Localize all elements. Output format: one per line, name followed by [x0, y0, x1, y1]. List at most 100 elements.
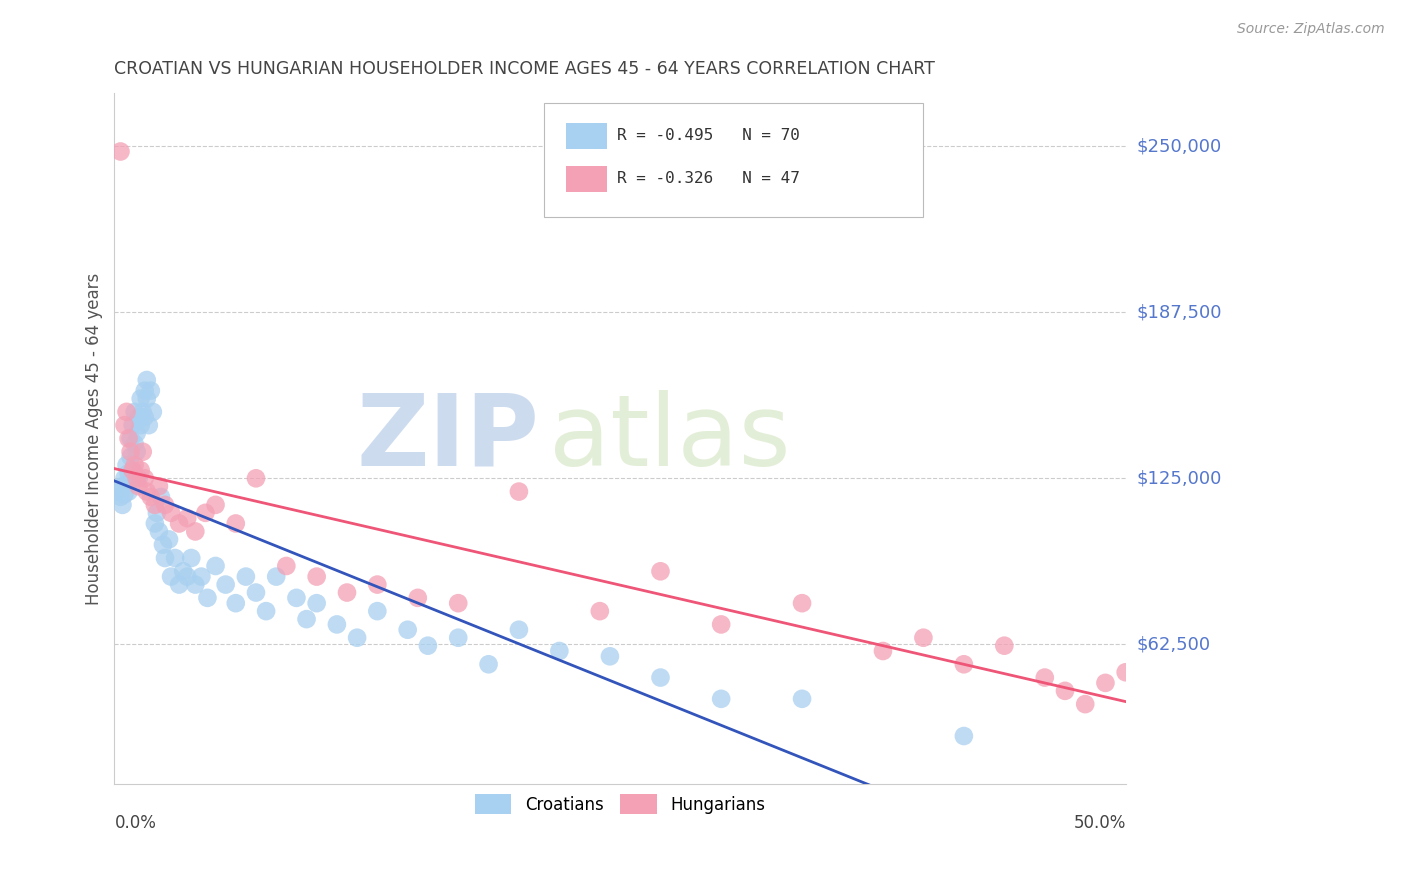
Point — [790, 691, 813, 706]
Point — [180, 551, 202, 566]
Point — [152, 538, 174, 552]
Point — [120, 450, 142, 464]
Point — [172, 564, 194, 578]
Point — [710, 691, 733, 706]
Point — [225, 516, 247, 531]
Point — [129, 392, 152, 406]
Point — [129, 463, 152, 477]
Point — [135, 392, 157, 406]
Point — [953, 657, 976, 672]
Text: 50.0%: 50.0% — [1073, 814, 1126, 832]
Point — [295, 612, 318, 626]
Point — [134, 384, 156, 398]
Point — [1125, 691, 1147, 706]
Point — [149, 490, 172, 504]
Point — [135, 484, 157, 499]
Text: R = -0.495   N = 70: R = -0.495 N = 70 — [617, 128, 800, 143]
Point — [120, 444, 142, 458]
Point — [184, 577, 207, 591]
Y-axis label: Householder Income Ages 45 - 64 years: Householder Income Ages 45 - 64 years — [86, 272, 103, 605]
Point — [276, 559, 298, 574]
Point — [710, 617, 733, 632]
Point — [912, 631, 935, 645]
Point — [143, 516, 166, 531]
Point — [124, 458, 146, 472]
Point — [508, 623, 530, 637]
Point — [416, 639, 439, 653]
Point — [447, 596, 470, 610]
Point — [326, 617, 349, 632]
Point — [235, 569, 257, 583]
Point — [115, 476, 138, 491]
Point — [406, 591, 429, 605]
Point — [1115, 665, 1137, 680]
Text: ZIP: ZIP — [356, 390, 538, 487]
Point — [114, 471, 136, 485]
Point — [190, 569, 212, 583]
Point — [160, 569, 183, 583]
Text: 0.0%: 0.0% — [114, 814, 156, 832]
Point — [225, 596, 247, 610]
Point — [204, 559, 226, 574]
Point — [124, 436, 146, 450]
Point — [139, 490, 162, 504]
FancyBboxPatch shape — [567, 166, 607, 192]
Text: $62,500: $62,500 — [1137, 635, 1211, 653]
Point — [650, 671, 672, 685]
Point — [115, 458, 138, 472]
Point — [142, 405, 165, 419]
Point — [110, 145, 132, 159]
Text: $125,000: $125,000 — [1137, 469, 1222, 487]
Point — [366, 604, 388, 618]
Point — [129, 418, 152, 433]
Point — [143, 498, 166, 512]
Point — [134, 471, 156, 485]
Point — [204, 498, 226, 512]
Point — [650, 564, 672, 578]
Point — [160, 506, 183, 520]
Point — [264, 569, 287, 583]
Point — [305, 569, 328, 583]
Point — [790, 596, 813, 610]
Legend: Croatians, Hungarians: Croatians, Hungarians — [468, 788, 772, 821]
Point — [117, 466, 139, 480]
Point — [167, 577, 190, 591]
Point — [111, 479, 134, 493]
Point — [134, 410, 156, 425]
Point — [115, 405, 138, 419]
Point — [138, 418, 160, 433]
Point — [153, 551, 176, 566]
Point — [110, 490, 132, 504]
Point — [254, 604, 277, 618]
Point — [872, 644, 894, 658]
Point — [548, 644, 571, 658]
Point — [1094, 676, 1116, 690]
Point — [167, 516, 190, 531]
Point — [336, 585, 359, 599]
Point — [477, 657, 499, 672]
Point — [214, 577, 236, 591]
Point — [128, 479, 150, 493]
Point — [111, 498, 134, 512]
Point — [114, 487, 136, 501]
Point — [993, 639, 1015, 653]
Point — [245, 471, 267, 485]
Point — [1033, 671, 1056, 685]
FancyBboxPatch shape — [544, 103, 924, 218]
Point — [157, 533, 180, 547]
Point — [107, 484, 129, 499]
Point — [139, 384, 162, 398]
Point — [197, 591, 219, 605]
Point — [124, 405, 146, 419]
Point — [148, 479, 170, 493]
Point — [447, 631, 470, 645]
Text: R = -0.326   N = 47: R = -0.326 N = 47 — [617, 170, 800, 186]
Point — [114, 418, 136, 433]
Point — [953, 729, 976, 743]
Point — [146, 506, 169, 520]
Point — [121, 463, 143, 477]
Point — [117, 432, 139, 446]
FancyBboxPatch shape — [567, 123, 607, 149]
Point — [176, 569, 198, 583]
Text: CROATIAN VS HUNGARIAN HOUSEHOLDER INCOME AGES 45 - 64 YEARS CORRELATION CHART: CROATIAN VS HUNGARIAN HOUSEHOLDER INCOME… — [114, 60, 935, 78]
